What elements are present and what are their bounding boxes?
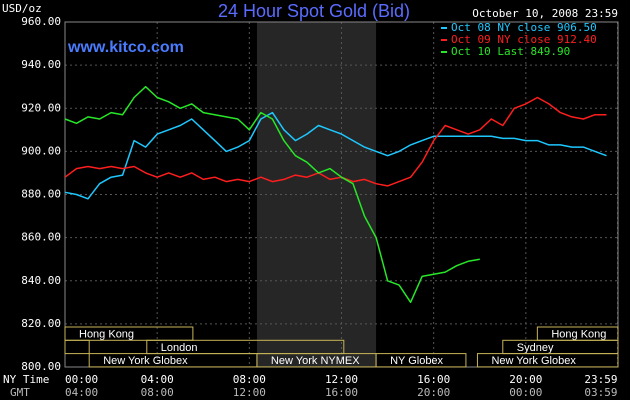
x-axis-label: GMT [10, 386, 30, 399]
x-tick-label: 00:00 [65, 373, 98, 386]
watermark: www.kitco.com [67, 39, 184, 56]
gmt-tick-label: 16:00 [325, 386, 358, 399]
y-tick-label: 940.00 [21, 58, 61, 71]
y-tick-label: 960.00 [21, 15, 61, 28]
session-box [375, 353, 467, 368]
legend-label: Oct 09 NY close 912.40 [451, 33, 597, 46]
chart-title: 24 Hour Spot Gold (Bid) [218, 1, 410, 21]
x-tick-label: 04:00 [141, 373, 174, 386]
series-line [64, 85, 480, 304]
legend-label: Oct 10 Last 849.90 [451, 45, 570, 58]
y-tick-label: 840.00 [21, 274, 61, 287]
gmt-tick-label: 12:00 [233, 386, 266, 399]
session-label: London [161, 342, 198, 354]
session-label: NY Globex [390, 355, 443, 367]
series-line [64, 96, 607, 187]
session-box [476, 353, 619, 368]
x-tick-label: 20:00 [509, 373, 542, 386]
gmt-tick-label: 20:00 [417, 386, 450, 399]
y-tick-label: 820.00 [21, 317, 61, 330]
session-box [64, 339, 90, 355]
y-tick-label: 800.00 [21, 360, 61, 373]
x-tick-label: 16:00 [417, 373, 450, 386]
session-label: New York NYMEX [271, 355, 360, 367]
y-axis-label: USD/oz [2, 2, 42, 15]
y-tick-label: 860.00 [21, 231, 61, 244]
session-box [64, 326, 194, 341]
y-tick-label: 900.00 [21, 144, 61, 157]
x-tick-label: 08:00 [233, 373, 266, 386]
chart-subtitle: October 10, 2008 23:59 [472, 7, 618, 20]
session-label: Hong Kong [551, 329, 606, 341]
gmt-tick-label: 04:00 [65, 386, 98, 399]
session-label: New York Globex [491, 355, 576, 367]
gmt-tick-label: 00:00 [509, 386, 542, 399]
y-tick-label: 920.00 [21, 101, 61, 114]
y-tick-label: 880.00 [21, 188, 61, 201]
legend-label: Oct 08 NY close 906.50 [451, 21, 597, 34]
gmt-tick-label: 08:00 [141, 386, 174, 399]
x-tick-label: 12:00 [325, 373, 358, 386]
session-label: Sydney [517, 342, 554, 354]
session-label: Hong Kong [79, 329, 134, 341]
x-axis-label: NY Time [3, 373, 49, 386]
session-label: New York Globex [103, 355, 188, 367]
series-line [64, 111, 607, 200]
x-tick-label: 23:59 [584, 373, 617, 386]
gmt-tick-label: 03:59 [584, 386, 617, 399]
